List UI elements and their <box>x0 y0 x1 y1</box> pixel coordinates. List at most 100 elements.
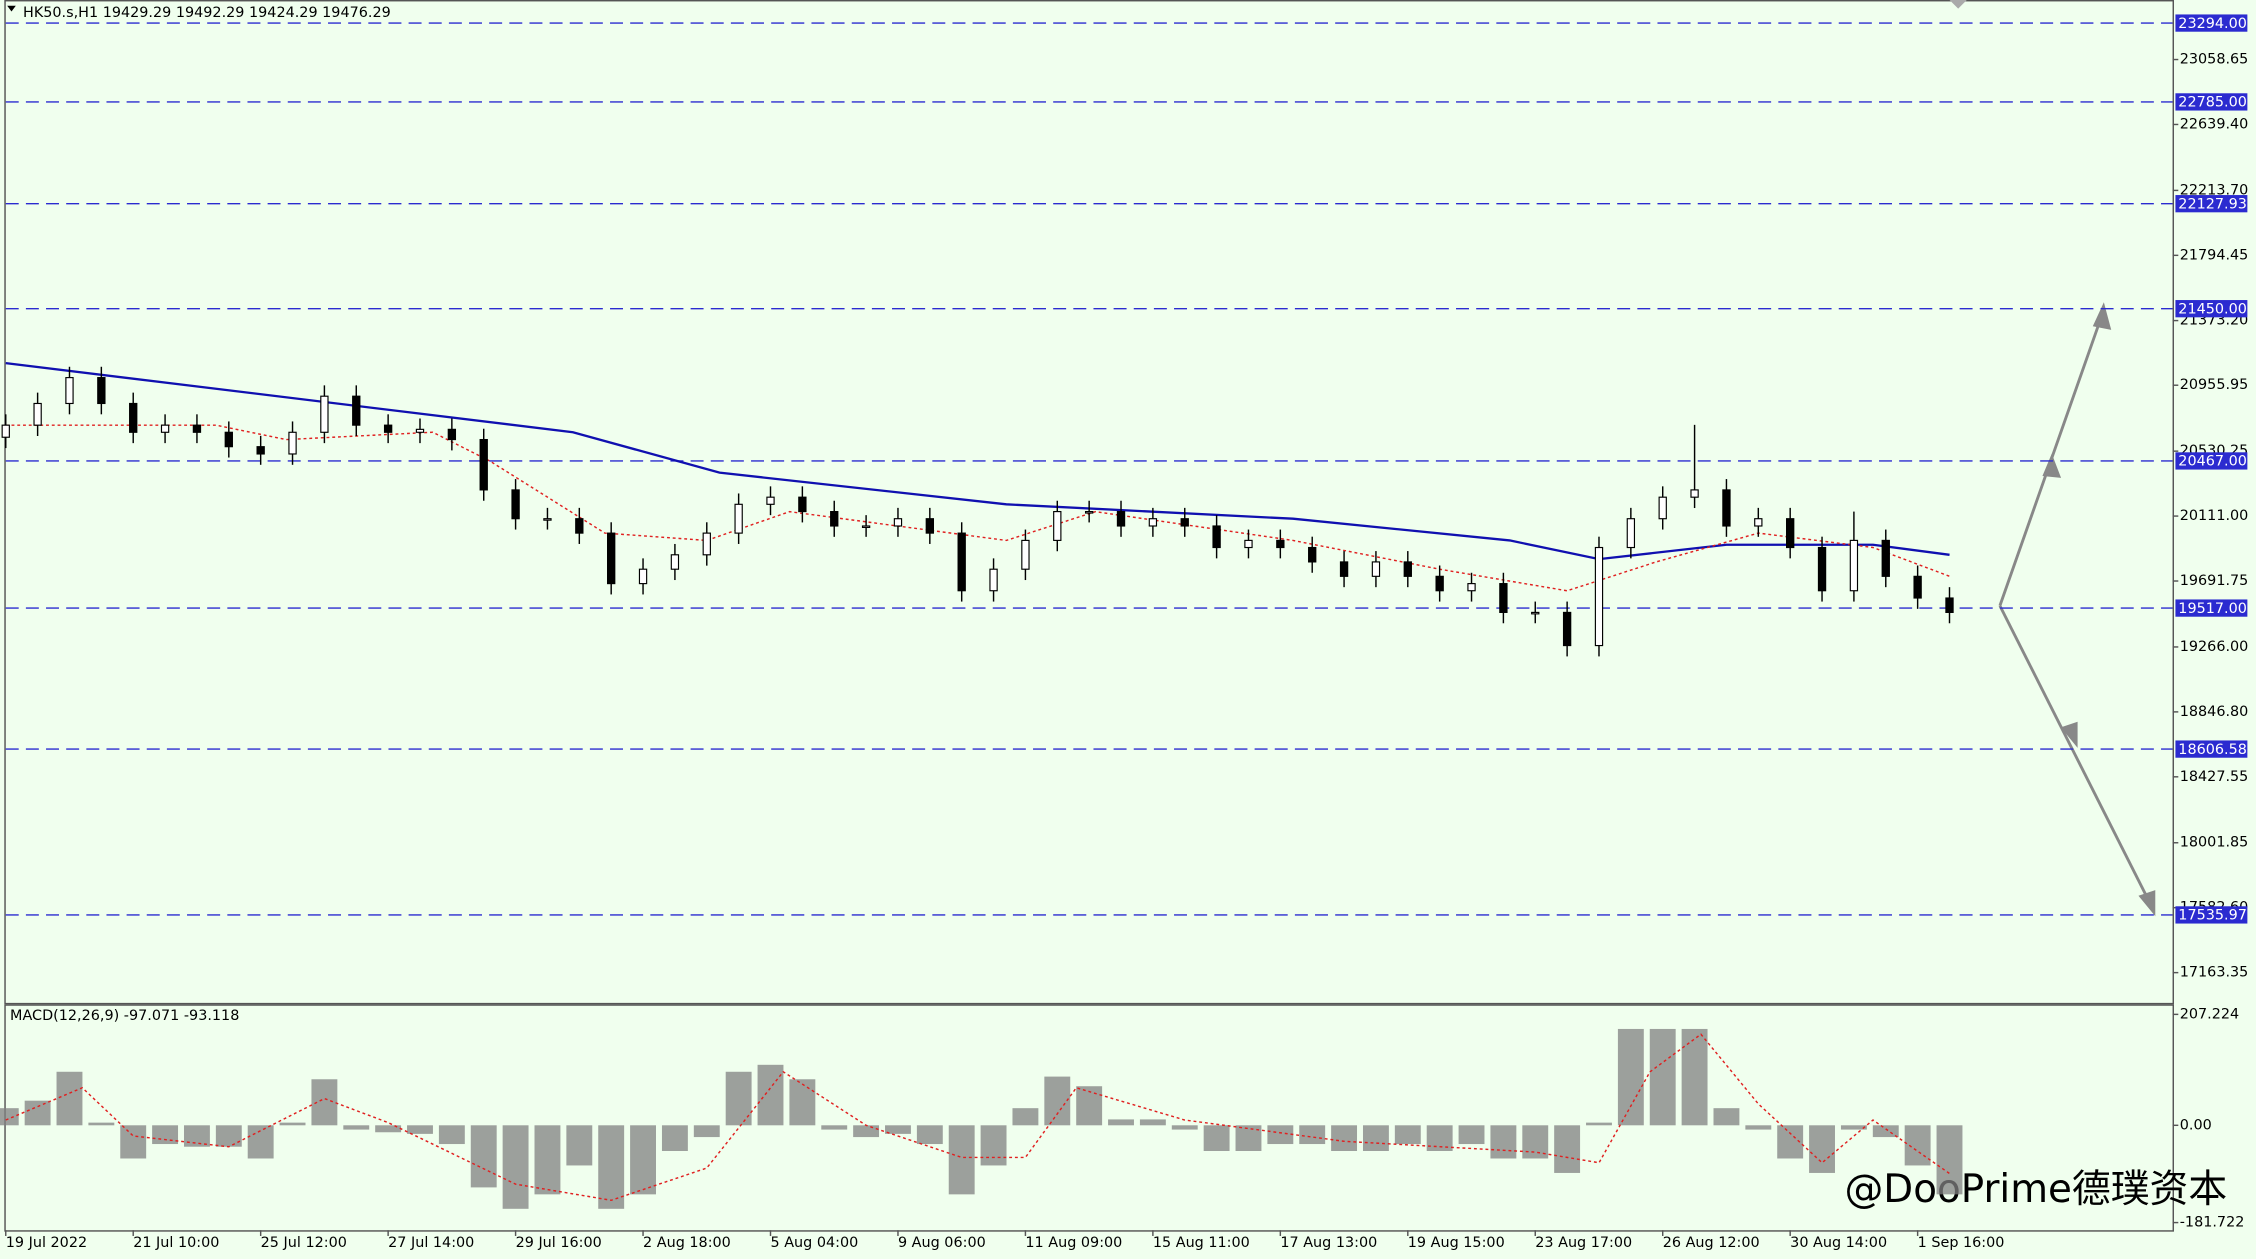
candle-body <box>224 431 233 448</box>
macd-bar <box>757 1064 784 1126</box>
shift-marker <box>1949 0 1967 9</box>
x-tick-label: 2 Aug 18:00 <box>643 1235 731 1251</box>
candle-body <box>1945 597 1954 613</box>
candle-body <box>1148 518 1158 527</box>
macd-bar <box>1681 1028 1708 1126</box>
x-tick-label: 30 Aug 14:00 <box>1790 1235 1887 1251</box>
y-tick-label: 20955.95 <box>2180 377 2249 393</box>
candle-body <box>192 424 202 433</box>
level-label: 23294.00 <box>2178 16 2247 32</box>
macd-bar <box>1809 1125 1835 1173</box>
candle-body <box>670 554 680 570</box>
y-tick-label: 18846.80 <box>2180 704 2249 720</box>
level-label: 19517.00 <box>2178 601 2247 617</box>
candle-body <box>1244 539 1253 549</box>
y-tick-label: -181.722 <box>2180 1215 2245 1231</box>
macd-bar <box>916 1125 943 1145</box>
level-label-box <box>2175 740 2248 758</box>
y-tick-label: 19266.00 <box>2180 639 2249 655</box>
candle-body <box>352 395 361 426</box>
watermark: @DooPrime德璞资本 <box>1844 1167 2227 1212</box>
header: HK50.s,H1 19429.29 19492.29 19424.29 194… <box>23 5 391 21</box>
macd-bar <box>1076 1086 1103 1126</box>
level-label-box <box>2175 300 2248 318</box>
macd-bar <box>1458 1125 1485 1145</box>
y-tick-label: 23058.65 <box>2180 52 2249 68</box>
candle-body <box>479 438 488 491</box>
x-tick-label: 17 Aug 13:00 <box>1280 1235 1377 1251</box>
macd-bar <box>1331 1125 1358 1151</box>
candle-body <box>1499 583 1508 613</box>
candle-body <box>1786 518 1795 549</box>
macd-bar <box>407 1125 433 1134</box>
candle-body <box>1021 539 1030 570</box>
level-label: 22127.93 <box>2178 196 2247 212</box>
candle-body <box>1084 511 1094 514</box>
macd-bar <box>375 1125 402 1133</box>
macd-bar <box>470 1125 497 1188</box>
candle-body <box>1116 511 1126 527</box>
macd-bar <box>247 1125 274 1159</box>
x-tick-label: 19 Aug 15:00 <box>1408 1235 1505 1251</box>
candle-body <box>638 568 648 585</box>
macd-bar <box>1267 1125 1294 1145</box>
candle-body <box>1467 583 1476 592</box>
x-tick-label: 26 Aug 12:00 <box>1663 1235 1760 1251</box>
macd-bar <box>1362 1125 1389 1151</box>
macd-bar <box>0 1108 19 1126</box>
candle-body <box>1658 496 1667 520</box>
macd-bar <box>853 1125 880 1138</box>
level-label: 17535.97 <box>2178 908 2247 924</box>
level-label-box <box>2175 93 2248 111</box>
macd-bar <box>789 1079 816 1126</box>
arrow-head <box>2138 890 2156 917</box>
level-label-box <box>2175 195 2248 213</box>
macd-bar <box>1203 1125 1230 1151</box>
y-tick-label: 22639.40 <box>2180 116 2249 132</box>
candle-body <box>256 446 265 455</box>
candle-body <box>1626 518 1636 549</box>
macd-bar <box>1586 1122 1612 1126</box>
candle-body <box>702 532 711 556</box>
candle-body <box>511 489 520 520</box>
macd-bar <box>279 1122 306 1126</box>
candle-body <box>1053 511 1062 541</box>
y-tick-label: 18001.85 <box>2180 835 2249 851</box>
candle-body <box>383 424 393 433</box>
main-pane <box>4 0 2174 1005</box>
candle-body <box>33 402 42 426</box>
macd-bar <box>1394 1125 1421 1145</box>
level-label-box <box>2175 452 2248 470</box>
macd-bar <box>1171 1125 1198 1130</box>
macd-bar <box>1554 1125 1581 1173</box>
macd-bar <box>438 1125 465 1145</box>
y-tick-label: 20111.00 <box>2180 508 2249 524</box>
macd-bar <box>1012 1108 1039 1126</box>
y-tick-label: 0.00 <box>2180 1117 2212 1133</box>
candle-body <box>320 395 329 433</box>
macd-bar <box>502 1125 529 1209</box>
macd-bar <box>1044 1076 1071 1126</box>
level-label-box <box>2175 14 2248 32</box>
macd-bar <box>534 1125 561 1195</box>
level-label: 18606.58 <box>2178 742 2247 758</box>
arrow-head <box>2060 721 2078 748</box>
candle-body <box>893 518 903 527</box>
candle-body <box>1690 489 1699 498</box>
y-tick-label: 18427.55 <box>2180 769 2249 785</box>
moving-average <box>5 424 1950 592</box>
x-tick-label: 27 Jul 14:00 <box>388 1235 474 1251</box>
macd-bar <box>311 1079 338 1126</box>
candle-body <box>1 424 10 438</box>
candle-body <box>1913 575 1922 599</box>
macd-bar <box>1139 1119 1166 1126</box>
macd-bar <box>1490 1125 1517 1159</box>
macd-header: MACD(12,26,9) -97.071 -93.118 <box>10 1008 239 1024</box>
candle-body <box>65 377 74 405</box>
candle-body <box>288 431 297 455</box>
y-tick-label: 21794.45 <box>2180 247 2249 263</box>
level-label: 20467.00 <box>2178 454 2247 470</box>
macd-bar <box>343 1125 370 1130</box>
